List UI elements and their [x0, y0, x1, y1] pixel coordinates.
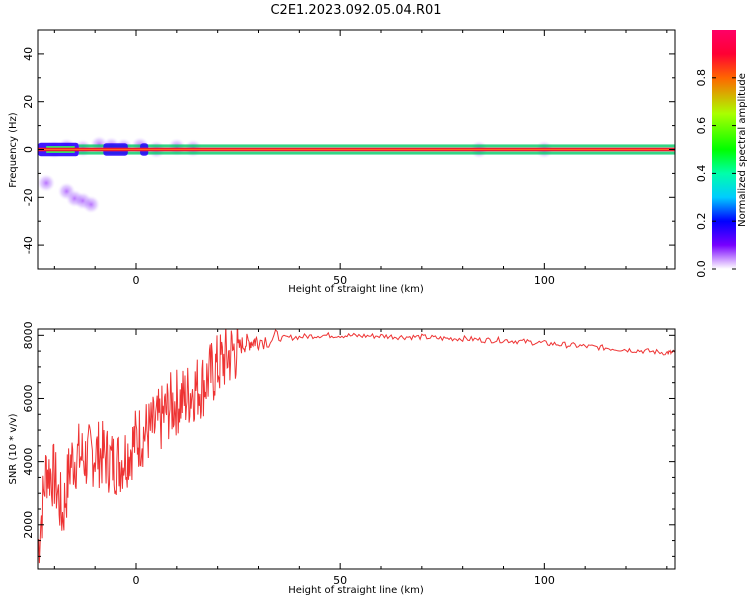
spectrogram-y-ticks: -40 -20 0 20 40 — [22, 29, 675, 270]
colorbar: 0.0 0.2 0.4 0.6 0.8 Normalized spectral ampl… — [695, 30, 748, 278]
snr-x-tick-label: 100 — [534, 574, 555, 587]
colorbar-tick-label: 0.2 — [695, 212, 708, 230]
spectrogram-lowamp-blob — [82, 195, 101, 214]
spectrogram-x-tick-label: 100 — [534, 274, 555, 287]
snr-y-ticks: 2000 4000 6000 8000 — [22, 321, 675, 557]
snr-panel: 0 50 100 2000 4000 6000 8000 Height of straig… — [8, 321, 676, 596]
snr-y-tick-label: 4000 — [22, 448, 35, 476]
spectrogram-sideband — [78, 151, 675, 155]
figure-title: C2E1.2023.092.05.04.R01 — [270, 3, 441, 18]
snr-series-line — [38, 329, 675, 564]
spectrogram-image — [38, 135, 675, 214]
spectrogram-y-tick-label: 40 — [22, 47, 35, 61]
spectrogram-y-tick-label: -40 — [22, 236, 35, 254]
spectrogram-panel: 0 50 100 -40 -20 0 20 40 Height of straight li… — [8, 29, 676, 295]
spectrogram-x-tick-label: 0 — [133, 274, 140, 287]
spectrogram-x-tick-label: 50 — [333, 274, 347, 287]
colorbar-ticks: 0.0 0.2 0.4 0.6 0.8 — [695, 69, 736, 278]
spectrogram-x-axis-label: Height of straight line (km) — [288, 284, 424, 295]
snr-y-tick-label: 6000 — [22, 384, 35, 412]
snr-y-tick-label: 2000 — [22, 511, 35, 539]
spectrogram-lowamp-blob — [38, 173, 56, 192]
spectrogram-y-tick-label: 20 — [22, 95, 35, 109]
colorbar-tick-label: 0.6 — [695, 117, 708, 135]
colorbar-tick-label: 0.8 — [695, 69, 708, 87]
snr-x-tick-label: 0 — [133, 574, 140, 587]
colorbar-label: Normalized spectral amplitude — [737, 73, 748, 227]
spectrogram-x-ticks: 0 50 100 — [53, 30, 668, 287]
snr-frame — [37, 328, 676, 570]
colorbar-gradient — [712, 30, 736, 269]
colorbar-tick-label: 0.4 — [695, 165, 708, 183]
snr-x-axis-label: Height of straight line (km) — [288, 585, 424, 596]
snr-x-ticks: 0 50 100 — [53, 329, 668, 587]
snr-x-tick-label: 50 — [333, 574, 347, 587]
spectrogram-band-core — [38, 148, 675, 151]
snr-y-tick-label: 8000 — [22, 321, 35, 349]
spectrogram-y-tick-label: -20 — [22, 188, 35, 206]
colorbar-tick-label: 0.0 — [695, 260, 708, 278]
spectrogram-y-tick-label: 0 — [22, 146, 35, 153]
spectrogram-y-axis-label: Frequency (Hz) — [8, 112, 19, 188]
snr-y-axis-label: SNR (10 * v/v) — [8, 413, 19, 484]
spectrogram-sideband — [78, 144, 675, 148]
